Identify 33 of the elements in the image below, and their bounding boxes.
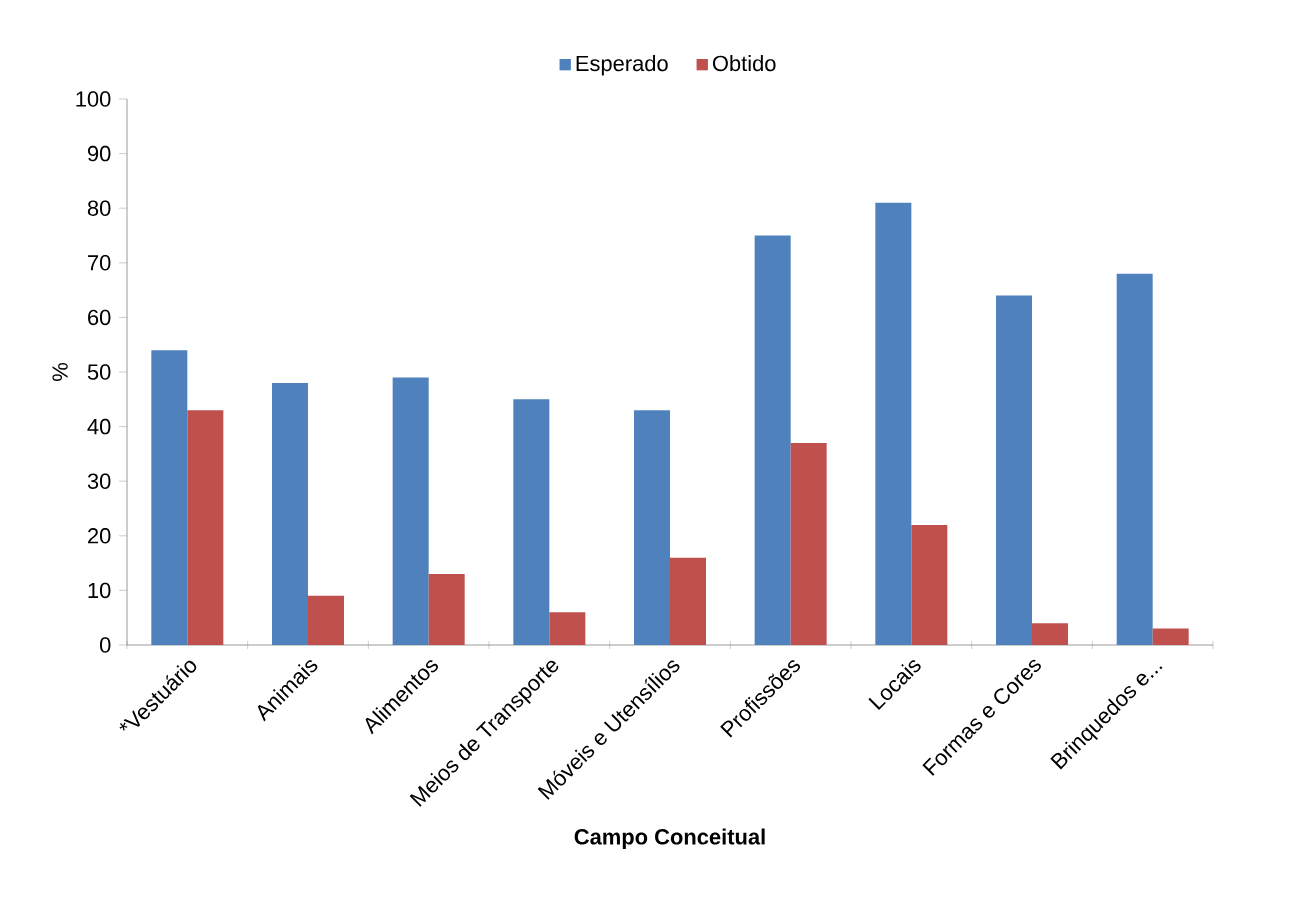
bar [272,382,308,645]
y-tick-label: 40 [87,418,111,435]
bar [151,350,188,645]
y-tick-label: 80 [87,200,111,216]
bar [634,410,670,645]
y-tick-label: 100 [76,91,111,107]
y-axis-title: % [52,363,68,381]
bar [549,612,586,645]
bar [911,524,948,645]
legend-label: Esperado [576,55,668,76]
legend-label: Obtido [712,55,776,72]
bar [428,574,465,645]
bar [392,377,429,645]
bar [875,202,912,645]
bar [996,295,1033,645]
bar [187,410,224,645]
y-tick-label: 70 [88,255,111,271]
bar [308,595,344,645]
bar [754,235,791,645]
bar [670,557,706,645]
y-tick-label: 0 [99,637,111,653]
y-tick-label: 50 [87,364,111,380]
bar [1152,628,1189,645]
y-tick-label: 90 [87,145,111,162]
bar [1032,623,1069,645]
bar [790,442,827,645]
y-tick-label: 60 [88,309,111,326]
y-tick-label: 30 [87,473,111,489]
bar [513,399,550,645]
y-tick-label: 20 [88,528,111,544]
x-axis-title: Campo Conceitual [574,828,765,849]
bar [1116,273,1153,645]
y-tick-label: 10 [88,582,111,599]
